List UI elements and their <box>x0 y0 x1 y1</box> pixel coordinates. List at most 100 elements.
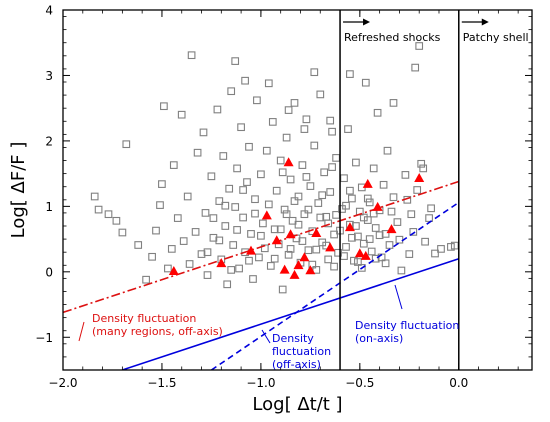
data-point-square <box>179 237 188 245</box>
data-point-square <box>169 161 178 169</box>
data-point-triangle <box>289 269 300 279</box>
data-point-square <box>310 141 319 150</box>
x-tick-label: −1.5 <box>147 376 176 390</box>
data-point-square <box>310 68 319 77</box>
data-point-square <box>328 163 336 171</box>
data-point-square <box>324 219 333 228</box>
data-point-square <box>259 219 267 228</box>
data-point-square <box>286 245 295 253</box>
data-point-square <box>304 246 313 255</box>
data-point-square <box>152 226 160 235</box>
data-point-triangle <box>344 222 355 232</box>
x-tick-label: 0.0 <box>449 376 468 390</box>
data-point-square <box>320 168 329 177</box>
data-point-square <box>290 197 299 205</box>
data-point-square <box>371 224 380 232</box>
data-point-square <box>270 225 279 234</box>
curve-annotation-1: (many regions, off-axis) <box>92 325 223 338</box>
data-point-square <box>276 156 285 165</box>
model-curve-1 <box>63 180 460 314</box>
data-point-square <box>375 231 384 240</box>
data-point-square <box>431 249 439 258</box>
data-point-square <box>207 172 216 181</box>
data-point-square <box>199 128 208 137</box>
data-point-square <box>284 106 293 114</box>
data-point-square <box>346 186 354 195</box>
data-point-square <box>203 248 212 257</box>
x-tick-label: −2.0 <box>48 376 77 390</box>
data-point-square <box>268 118 277 126</box>
data-point-square <box>221 201 230 210</box>
curve-annotation-3: (on-axis) <box>355 332 403 345</box>
curve-annotation-1: Density fluctuation <box>92 312 196 325</box>
data-point-square <box>197 250 206 258</box>
data-point-square <box>348 194 356 203</box>
data-point-square <box>94 205 103 214</box>
data-point-square <box>270 254 279 263</box>
data-point-square <box>183 192 192 201</box>
data-point-triangle <box>261 210 272 220</box>
y-axis-label: Log[ ΔF/F ] <box>8 142 29 239</box>
data-point-triangle <box>168 265 179 275</box>
data-point-square <box>421 237 429 246</box>
data-point-square <box>288 216 297 225</box>
data-point-triangle <box>325 242 336 252</box>
data-point-square <box>387 207 396 216</box>
data-point-square <box>437 245 445 253</box>
data-point-triangle <box>305 265 316 275</box>
data-point-square <box>272 186 281 195</box>
data-point-square <box>405 250 414 258</box>
data-point-square <box>397 266 406 275</box>
plot-border <box>62 9 533 371</box>
data-point-square <box>363 194 372 203</box>
data-point-square <box>233 226 241 234</box>
data-point-square <box>363 216 372 224</box>
data-point-square <box>104 210 113 219</box>
data-point-square <box>286 175 295 184</box>
data-point-square <box>203 271 212 279</box>
data-point-square <box>308 260 317 269</box>
data-point-triangle <box>311 228 322 237</box>
data-point-square <box>193 148 202 157</box>
data-point-square <box>160 102 168 111</box>
data-point-square <box>294 220 303 229</box>
data-point-square <box>413 186 422 194</box>
data-point-square <box>187 51 196 60</box>
data-point-square <box>235 264 243 273</box>
x-tick-label: −1.0 <box>246 376 275 390</box>
data-point-square <box>251 195 259 204</box>
data-point-square <box>209 233 218 242</box>
data-point-square <box>342 201 350 210</box>
data-point-square <box>425 214 433 222</box>
data-point-triangle <box>216 258 227 268</box>
data-point-square <box>231 203 240 211</box>
data-point-square <box>247 230 255 238</box>
data-point-square <box>262 146 271 155</box>
data-point-square <box>324 255 333 264</box>
data-point-square <box>185 260 194 268</box>
data-point-square <box>314 199 323 207</box>
data-point-square <box>164 264 172 273</box>
model-curve-2 <box>210 201 460 370</box>
data-point-square <box>280 205 289 214</box>
data-point-square <box>302 115 311 124</box>
data-point-square <box>215 236 224 245</box>
data-point-triangle <box>299 252 310 262</box>
data-point-square <box>383 146 392 155</box>
data-point-square <box>389 99 398 107</box>
data-point-square <box>371 254 380 263</box>
data-point-square <box>219 152 228 160</box>
data-point-square <box>350 256 358 265</box>
data-point-square <box>229 241 238 249</box>
data-point-square <box>278 168 287 177</box>
model-curve-3 <box>122 257 460 370</box>
data-point-triangle <box>360 250 371 260</box>
data-point-square <box>369 164 378 173</box>
data-point-square <box>298 237 307 245</box>
data-point-triangle <box>354 248 365 258</box>
data-point-square <box>239 186 247 194</box>
data-point-square <box>447 243 455 251</box>
labels-layer: Refreshed shocks Patchy shell −2.0 −1.5 −1.0… <box>8 4 529 416</box>
data-point-square <box>354 258 362 266</box>
